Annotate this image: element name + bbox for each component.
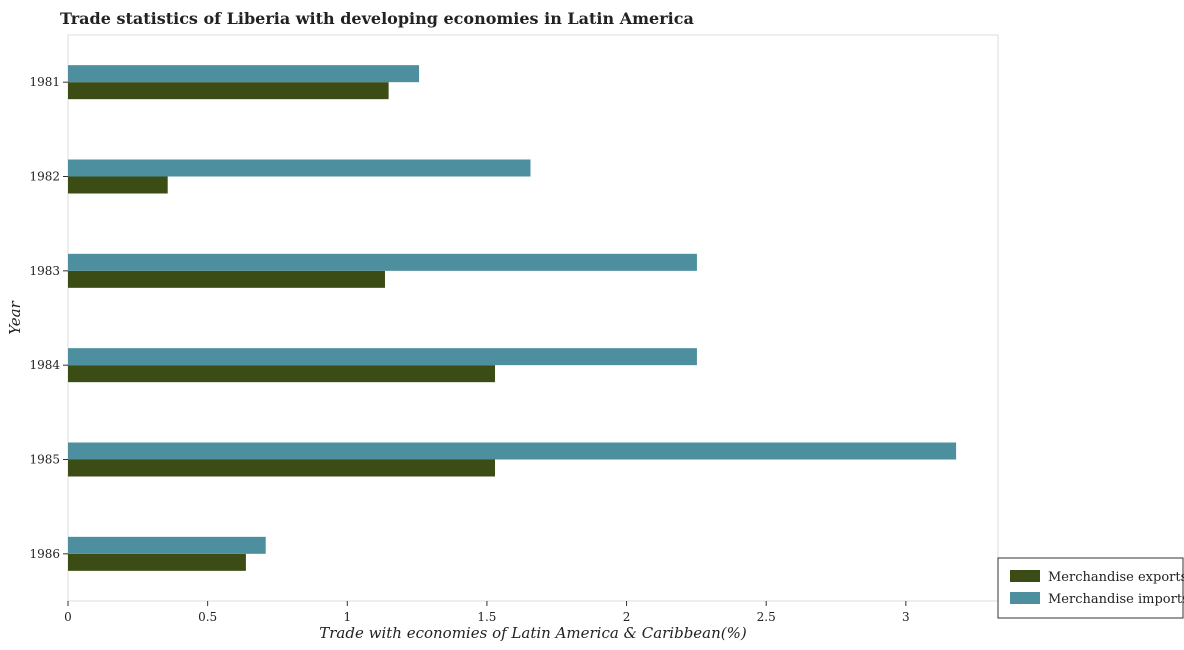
bar-imports-1986 bbox=[68, 536, 266, 554]
bar-exports-1981 bbox=[68, 82, 389, 100]
y-axis: 1981 1982 1983 1984 1985 1986 bbox=[29, 75, 68, 561]
plot-area bbox=[67, 34, 999, 602]
y-axis-label: Year bbox=[6, 300, 24, 334]
x-axis: 0 0.5 1 1.5 2 2.5 3 bbox=[64, 601, 910, 624]
bar-exports-1984 bbox=[68, 365, 496, 383]
x-tick-label: 2.5 bbox=[757, 610, 776, 624]
y-tick-label: 1983 bbox=[29, 264, 60, 278]
legend-box bbox=[997, 557, 1184, 619]
bar-imports-1982 bbox=[68, 159, 531, 177]
y-tick-label: 1984 bbox=[29, 358, 60, 372]
y-tick-label: 1986 bbox=[29, 547, 60, 561]
x-tick-label: 1.5 bbox=[477, 610, 496, 624]
y-tick-label: 1981 bbox=[29, 75, 60, 89]
legend-label: Merchandise imports bbox=[1048, 592, 1184, 607]
legend-swatch bbox=[1010, 592, 1040, 604]
bar-imports-1983 bbox=[68, 253, 697, 271]
x-tick-label: 1 bbox=[343, 610, 351, 624]
legend-swatch bbox=[1010, 570, 1040, 582]
bar-exports-1983 bbox=[68, 270, 385, 288]
x-tick-label: 3 bbox=[902, 610, 910, 624]
bar-imports-1984 bbox=[68, 348, 697, 366]
bar-exports-1986 bbox=[68, 553, 246, 571]
chart-title: Trade statistics of Liberia with develop… bbox=[60, 9, 694, 28]
bar-exports-1985 bbox=[68, 459, 496, 477]
bars-group bbox=[68, 65, 957, 571]
x-tick-label: 2 bbox=[623, 610, 631, 624]
x-axis-label: Trade with economies of Latin America & … bbox=[319, 624, 747, 642]
bar-imports-1981 bbox=[68, 65, 420, 83]
y-tick-label: 1985 bbox=[29, 453, 60, 467]
legend: Merchandise exports Merchandise imports bbox=[997, 557, 1184, 619]
bar-exports-1982 bbox=[68, 176, 168, 194]
y-tick-label: 1982 bbox=[29, 170, 60, 184]
legend-label: Merchandise exports bbox=[1048, 570, 1184, 585]
x-tick-label: 0 bbox=[64, 610, 72, 624]
bar-imports-1985 bbox=[68, 442, 957, 460]
x-tick-label: 0.5 bbox=[198, 610, 217, 624]
